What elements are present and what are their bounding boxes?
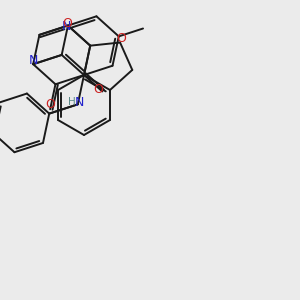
Text: O: O xyxy=(117,32,127,44)
Text: H: H xyxy=(68,97,76,107)
Text: N: N xyxy=(62,20,71,33)
Text: N: N xyxy=(75,96,85,109)
Text: O: O xyxy=(62,17,72,31)
Text: N: N xyxy=(28,54,38,67)
Text: O: O xyxy=(94,83,103,97)
Text: O: O xyxy=(45,98,55,111)
